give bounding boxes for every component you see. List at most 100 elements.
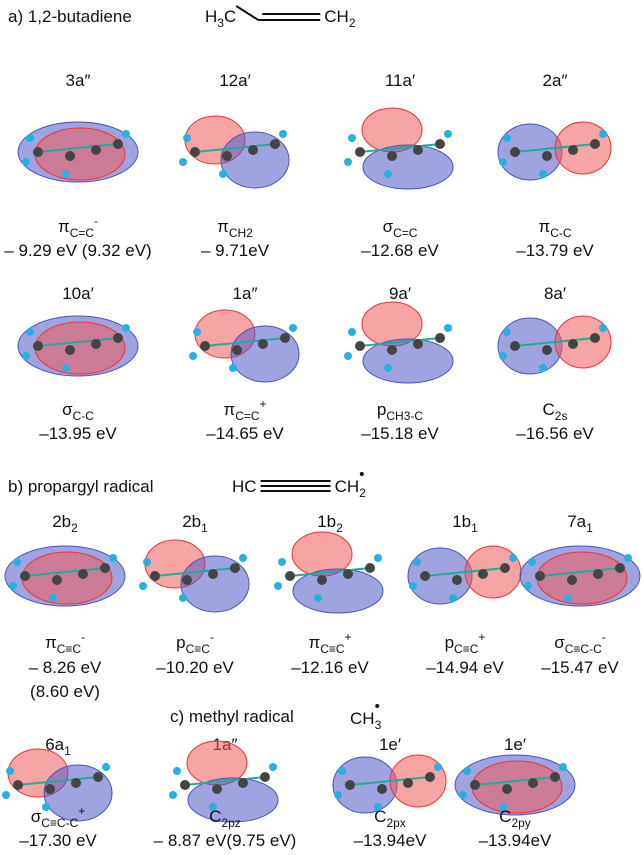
bond-line: [236, 6, 258, 20]
atom: [200, 341, 210, 351]
atom: [413, 145, 423, 155]
section-label: b) propargyl radical: [8, 477, 154, 496]
text-part: 2px: [386, 816, 405, 830]
orbital-energy: –13.79 eV: [516, 241, 594, 260]
text-part: 2s: [555, 409, 568, 423]
symmetry-label: 7a1: [567, 512, 593, 535]
atom: [279, 130, 287, 138]
text-part: 2pz: [221, 816, 240, 830]
atom: [478, 569, 488, 579]
lobe: [35, 322, 125, 374]
atom: [470, 780, 480, 790]
text-part: 1: [471, 521, 478, 535]
atom: [434, 763, 442, 771]
atom: [229, 364, 237, 372]
atom: [503, 134, 511, 142]
atom: [599, 324, 607, 332]
atom: [100, 563, 110, 573]
orbital-energy: –17.30 eV: [19, 831, 97, 850]
atom: [499, 352, 507, 360]
text-part: 2b: [52, 512, 71, 531]
atom: [285, 571, 295, 581]
atom: [260, 772, 270, 782]
symmetry-label: 2b2: [52, 512, 78, 535]
atom: [344, 158, 352, 166]
atom: [52, 575, 62, 585]
atom: [62, 364, 70, 372]
atom: [377, 784, 387, 794]
orbital-character: pC≡C+: [445, 630, 486, 656]
orbital-picture: [18, 316, 138, 376]
atom: [542, 151, 552, 161]
atom: [500, 563, 510, 573]
atom: [65, 345, 75, 355]
orbital-character: σC=C: [383, 217, 418, 240]
text-part: HC: [232, 477, 257, 496]
atom: [113, 333, 123, 343]
atom: [624, 554, 632, 562]
text-part: π: [217, 217, 229, 236]
atom: [13, 780, 23, 790]
atom: [413, 558, 421, 566]
symmetry-label: 1e′: [379, 735, 401, 754]
orbital-picture: [498, 122, 611, 180]
text-part: 2: [71, 521, 78, 535]
atom: [26, 328, 34, 336]
atom: [212, 784, 222, 794]
symmetry-label: 9a′: [389, 284, 411, 303]
lobe: [537, 552, 627, 604]
atom: [510, 341, 520, 351]
text-part: C≡C: [320, 642, 345, 656]
atom: [568, 145, 578, 155]
atom: [384, 170, 392, 178]
atom: [444, 130, 452, 138]
atom: [590, 139, 600, 149]
orbital-character: C2s: [543, 400, 568, 423]
atom: [435, 139, 445, 149]
atom: [539, 364, 547, 372]
atom: [280, 333, 290, 343]
atom: [387, 345, 397, 355]
orbital-picture: [139, 540, 249, 612]
text-part: +: [478, 630, 485, 644]
formula-part: CH2: [324, 7, 356, 30]
text-part: 2: [336, 521, 343, 535]
atom: [403, 778, 413, 788]
atom: [528, 558, 536, 566]
symmetry-label: 3a″: [66, 71, 91, 90]
text-part: CH: [350, 709, 375, 728]
atom: [338, 767, 346, 775]
text-part: 2: [349, 16, 356, 30]
atom: [289, 324, 297, 332]
text-part: C-C: [550, 226, 572, 240]
symmetry-label: 1b1: [452, 512, 478, 535]
lobe: [498, 318, 562, 374]
orbital-picture: [344, 108, 453, 189]
atom: [193, 328, 201, 336]
atom: [559, 763, 567, 771]
atom: [355, 147, 365, 157]
orbital-energy: – 9.29 eV (9.32 eV): [4, 241, 151, 260]
atom: [274, 582, 282, 590]
atom: [182, 575, 192, 585]
atom: [374, 554, 382, 562]
atom: [567, 575, 577, 585]
formula-part: CH2: [335, 477, 367, 500]
atom: [503, 328, 511, 336]
atom: [26, 134, 34, 142]
text-part: 1: [201, 521, 208, 535]
text-part: CH: [324, 7, 349, 26]
orbital-energy: – 8.26 eV: [29, 658, 102, 677]
text-part: σ: [31, 807, 42, 826]
text-part: π: [45, 633, 57, 652]
orbital-picture: [189, 310, 299, 382]
text-part: p: [176, 633, 185, 652]
text-part: -: [81, 630, 85, 644]
orbital-character: πC≡C-: [45, 630, 85, 656]
atom: [179, 158, 187, 166]
atom: [344, 352, 352, 360]
text-part: -: [602, 630, 606, 644]
text-part: +: [260, 397, 267, 411]
orbital-energy: – 8.87 eV(9.75 eV): [154, 831, 297, 850]
orbital-energy: – 9.71eV: [201, 241, 270, 260]
